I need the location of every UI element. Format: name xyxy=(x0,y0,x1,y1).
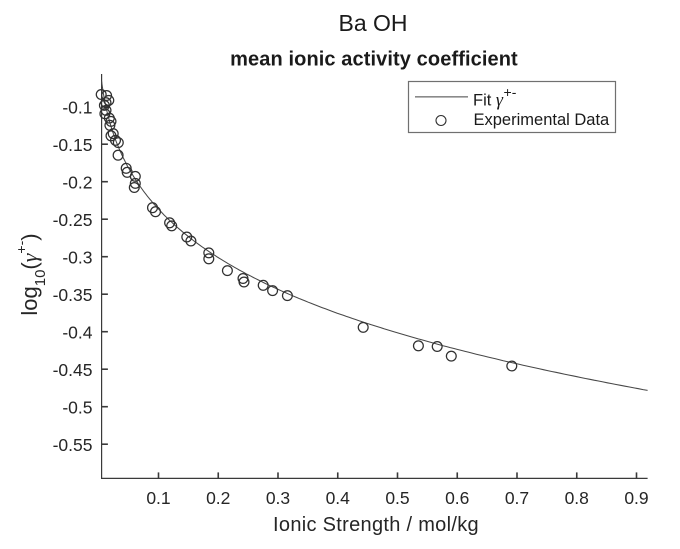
svg-text:-0.1: -0.1 xyxy=(62,98,92,118)
svg-text:-0.25: -0.25 xyxy=(53,210,93,230)
svg-text:Ionic Strength / mol/kg: Ionic Strength / mol/kg xyxy=(273,514,479,536)
svg-text:-0.15: -0.15 xyxy=(53,135,93,155)
svg-text:0.8: 0.8 xyxy=(565,488,589,508)
svg-text:-0.55: -0.55 xyxy=(53,435,93,455)
svg-text:-0.35: -0.35 xyxy=(53,285,93,305)
svg-text:-0.3: -0.3 xyxy=(62,248,92,268)
svg-text:-0.4: -0.4 xyxy=(62,323,92,343)
svg-text:-0.2: -0.2 xyxy=(62,173,92,193)
svg-text:Experimental Data: Experimental Data xyxy=(474,111,611,129)
svg-text:0.7: 0.7 xyxy=(505,488,529,508)
svg-text:0.1: 0.1 xyxy=(146,488,170,508)
svg-text:mean ionic activity coefficien: mean ionic activity coefficient xyxy=(230,49,518,71)
svg-text:0.3: 0.3 xyxy=(266,488,290,508)
svg-text:-0.5: -0.5 xyxy=(62,398,92,418)
svg-text:0.2: 0.2 xyxy=(206,488,230,508)
svg-text:-0.45: -0.45 xyxy=(53,360,93,380)
svg-text:0.6: 0.6 xyxy=(445,488,469,508)
svg-text:Ba OH: Ba OH xyxy=(338,10,407,36)
svg-text:0.9: 0.9 xyxy=(624,488,648,508)
svg-text:0.4: 0.4 xyxy=(326,488,351,508)
svg-text:0.5: 0.5 xyxy=(385,488,409,508)
